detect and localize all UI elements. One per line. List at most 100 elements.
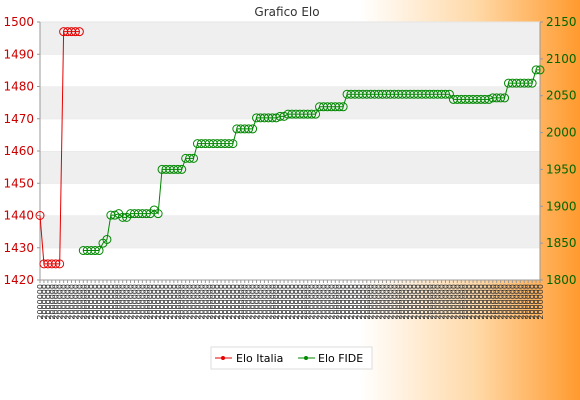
- x-tick-label: 2000000: [288, 284, 297, 320]
- x-tick-label: 2000000: [343, 284, 352, 320]
- x-tick-label: 2000000: [505, 284, 514, 320]
- x-tick-label: 2000000: [249, 284, 258, 320]
- x-tick-label: 2000000: [528, 284, 537, 320]
- x-tick-label: 2000000: [379, 284, 388, 320]
- left-tick-label: 1450: [3, 176, 34, 190]
- x-tick-label: 2000000: [60, 284, 69, 320]
- x-tick-label: 2000000: [233, 284, 242, 320]
- x-tick-label: 2000000: [386, 284, 395, 320]
- x-tick-label: 2000000: [190, 284, 199, 320]
- x-tick-label: 2000000: [186, 284, 195, 320]
- x-tick-label: 2000000: [197, 284, 206, 320]
- x-tick-label: 2000000: [170, 284, 179, 320]
- x-tick-label: 2000000: [138, 284, 147, 320]
- data-point: [118, 212, 128, 222]
- x-tick-label: 2000000: [308, 284, 317, 320]
- x-tick-label: 2000000: [182, 284, 191, 320]
- x-tick-label: 2000000: [335, 284, 344, 320]
- x-tick-label: 2000000: [162, 284, 171, 320]
- x-tick-label: 2000000: [327, 284, 336, 320]
- x-tick-label: 2000000: [52, 284, 61, 320]
- data-point: [74, 27, 84, 37]
- x-tick-label: 2000000: [516, 284, 525, 320]
- grid-band: [40, 86, 540, 119]
- x-tick-label: 2000000: [264, 284, 273, 320]
- x-tick-label: 2000000: [323, 284, 332, 320]
- legend-box: [210, 346, 373, 370]
- x-tick-label: 2000000: [300, 284, 309, 320]
- x-tick-label: 2000000: [111, 284, 120, 320]
- x-tick-label: 2000000: [83, 284, 92, 320]
- x-tick-label: 2000000: [501, 284, 510, 320]
- data-point: [496, 93, 506, 103]
- chart-title: Grafico Elo: [254, 5, 319, 19]
- x-tick-label: 2000000: [465, 284, 474, 320]
- x-tick-label: 2000000: [280, 284, 289, 320]
- x-tick-label: 2000000: [123, 284, 132, 320]
- x-tick-label: 2000000: [351, 284, 360, 320]
- x-tick-label: 2000000: [434, 284, 443, 320]
- x-tick-label: 2000000: [146, 284, 155, 320]
- x-tick-label: 2000000: [245, 284, 254, 320]
- x-tick-label: 2000000: [99, 284, 108, 320]
- legend: Elo Italia Elo FIDE: [210, 346, 373, 370]
- grid-band: [40, 247, 540, 280]
- x-tick-label: 2000000: [477, 284, 486, 320]
- data-point: [244, 124, 254, 134]
- x-tick-label: 2000000: [229, 284, 238, 320]
- data-point: [307, 109, 317, 119]
- x-tick-label: 2000000: [221, 284, 230, 320]
- x-tick-label: 2000000: [410, 284, 419, 320]
- x-tick-label: 2000000: [485, 284, 494, 320]
- x-tick-label: 2000000: [532, 284, 541, 320]
- data-point: [500, 93, 510, 103]
- grid-band: [40, 215, 540, 248]
- x-tick-label: 2000000: [497, 284, 506, 320]
- legend-label-italia: Elo Italia: [236, 352, 283, 365]
- data-point: [311, 109, 321, 119]
- x-tick-label: 2000000: [213, 284, 222, 320]
- x-tick-label: 2000000: [359, 284, 368, 320]
- grid-band: [40, 183, 540, 216]
- left-tick-label: 1460: [3, 144, 34, 158]
- x-tick-label: 2000000: [457, 284, 466, 320]
- x-tick-label: 2000000: [217, 284, 226, 320]
- x-tick-label: 2000000: [292, 284, 301, 320]
- right-tick-label: 1950: [546, 162, 577, 176]
- data-point: [173, 164, 183, 174]
- x-tick-label: 2000000: [347, 284, 356, 320]
- legend-marker-fide: [304, 356, 308, 360]
- x-tick-label: 2000000: [166, 284, 175, 320]
- series-elo-fide: [78, 65, 545, 256]
- x-tick-label: 2000000: [158, 284, 167, 320]
- right-tick-label: 2050: [546, 89, 577, 103]
- x-tick-label: 2000000: [371, 284, 380, 320]
- x-tick-label: 2000000: [402, 284, 411, 320]
- x-tick-label: 2000000: [225, 284, 234, 320]
- x-tick-label: 2000000: [508, 284, 517, 320]
- legend-marker-italia: [221, 356, 225, 360]
- data-point: [228, 139, 238, 149]
- x-tick-label: 2000000: [473, 284, 482, 320]
- x-tick-label: 2000000: [134, 284, 143, 320]
- data-point: [51, 259, 61, 269]
- series-elo-italia: [35, 27, 84, 269]
- data-point: [531, 65, 541, 75]
- x-tick-label: 2000000: [260, 284, 269, 320]
- data-point: [338, 102, 348, 112]
- x-tick-label: 2000000: [241, 284, 250, 320]
- right-tick-label: 2100: [546, 52, 577, 66]
- x-tick-label: 2000000: [268, 284, 277, 320]
- x-tick-label: 2000000: [355, 284, 364, 320]
- data-point: [90, 246, 100, 256]
- x-tick-label: 2000000: [363, 284, 372, 320]
- x-tick-label: 2000000: [95, 284, 104, 320]
- x-tick-label: 2000000: [524, 284, 533, 320]
- x-tick-label: 2000000: [67, 284, 76, 320]
- right-tick-label: 1800: [546, 273, 577, 287]
- x-tick-label: 2000000: [209, 284, 218, 320]
- data-point: [55, 259, 65, 269]
- grid-band: [40, 118, 540, 151]
- data-point: [94, 246, 104, 256]
